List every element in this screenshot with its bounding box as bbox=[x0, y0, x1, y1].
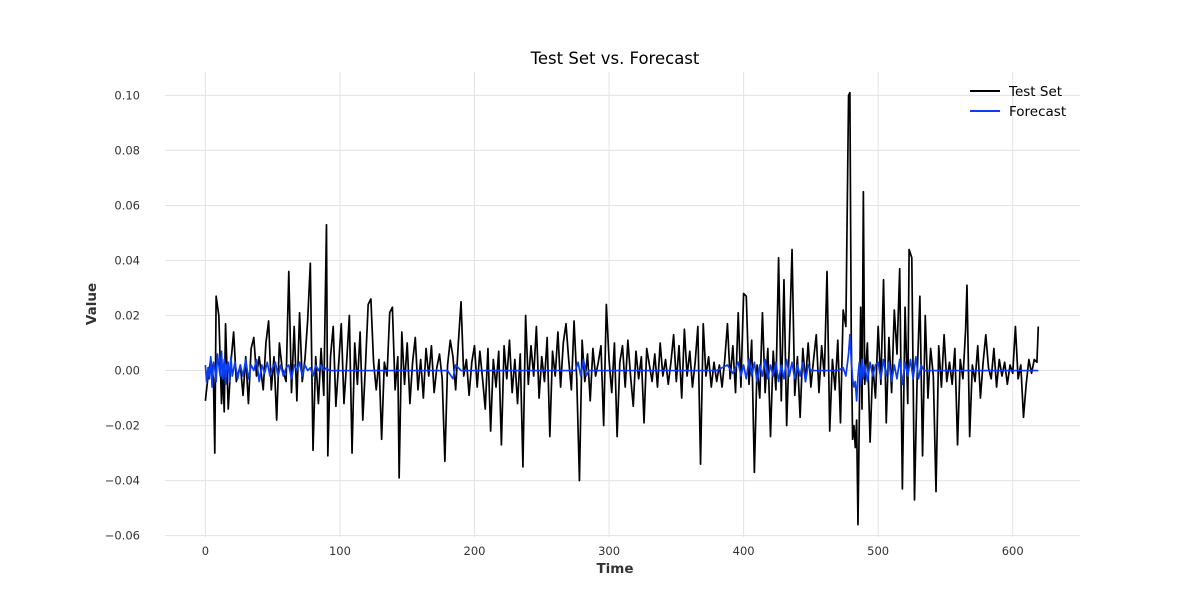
y-tick-label: 0.08 bbox=[114, 143, 140, 157]
axis-ticks: 0 100 200 300 400 500 600 −0.06 −0.04 −0.02 0.00 0.… bbox=[105, 88, 1024, 558]
x-tick-label: 300 bbox=[598, 544, 620, 558]
y-tick-label: 0.04 bbox=[114, 253, 140, 267]
grid-lines bbox=[165, 72, 1080, 537]
legend-label-forecast: Forecast bbox=[1009, 104, 1066, 120]
x-axis-label: Time bbox=[596, 561, 633, 577]
x-tick-label: 600 bbox=[1002, 544, 1024, 558]
x-tick-label: 200 bbox=[464, 544, 486, 558]
legend: Test Set Forecast bbox=[970, 84, 1066, 120]
series-line-forecast bbox=[204, 333, 1039, 402]
x-tick-label: 400 bbox=[733, 544, 755, 558]
y-tick-label: −0.02 bbox=[105, 419, 140, 433]
series-lines bbox=[204, 91, 1040, 526]
x-tick-label: 0 bbox=[202, 544, 209, 558]
y-axis-label: Value bbox=[84, 283, 100, 325]
y-tick-label: 0.10 bbox=[114, 88, 140, 102]
legend-label-test-set: Test Set bbox=[1008, 84, 1062, 100]
y-tick-label: 0.02 bbox=[114, 309, 140, 323]
y-tick-label: −0.06 bbox=[105, 529, 140, 543]
x-tick-label: 500 bbox=[867, 544, 889, 558]
chart-title: Test Set vs. Forecast bbox=[530, 49, 700, 68]
series-line-test-set bbox=[204, 91, 1040, 526]
y-tick-label: 0.00 bbox=[114, 364, 140, 378]
y-tick-label: −0.04 bbox=[105, 474, 140, 488]
x-tick-label: 100 bbox=[329, 544, 351, 558]
y-tick-label: 0.06 bbox=[114, 198, 140, 212]
